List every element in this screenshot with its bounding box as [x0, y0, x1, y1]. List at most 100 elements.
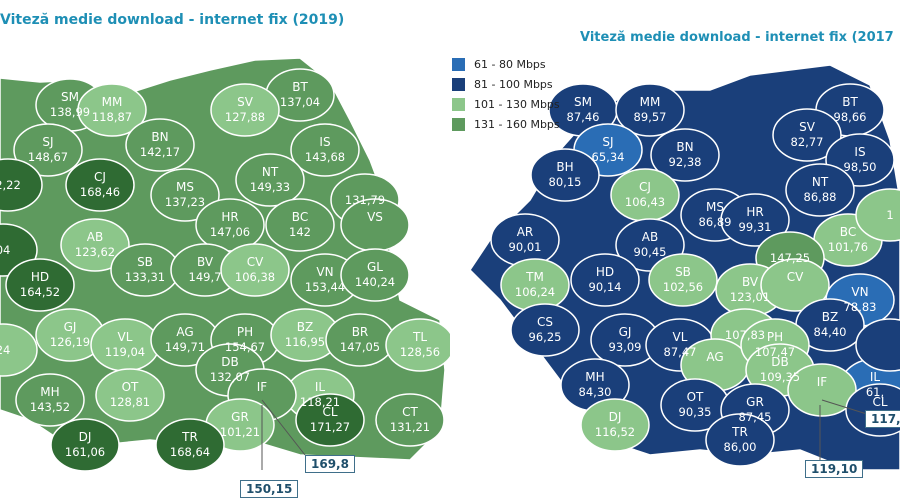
county-value-label: 123,62 — [75, 245, 115, 259]
county-value-label: 2,22 — [0, 178, 21, 192]
legend-item: 131 - 160 Mbps — [452, 114, 560, 134]
county-value-label: 84,40 — [814, 325, 847, 339]
county-code-label: VL — [118, 330, 133, 344]
county-code-label: SV — [799, 120, 816, 134]
county-code-label: BT — [292, 80, 308, 94]
county-code-label: IS — [319, 135, 330, 149]
county-value-label: 1 — [886, 208, 893, 222]
county-region — [265, 198, 335, 252]
county-region — [530, 148, 600, 202]
legend-label: 61 - 80 Mbps — [474, 57, 546, 71]
county-value-label: 149,71 — [165, 340, 205, 354]
county-code-label: CJ — [639, 180, 651, 194]
county-code-label: CJ — [94, 170, 106, 184]
county-code-label: GJ — [619, 325, 632, 339]
county-region — [50, 418, 120, 472]
county-value-label: 128,81 — [110, 395, 150, 409]
county-code-label: VN — [851, 285, 868, 299]
county-value-label: 171,27 — [310, 420, 350, 434]
county-value-label: 90,14 — [589, 280, 622, 294]
county-value-label: 147,05 — [340, 340, 380, 354]
county-value-label: 80,15 — [549, 175, 582, 189]
county-region — [785, 163, 855, 217]
county-value-label: 106,43 — [625, 195, 665, 209]
county-code-label: SV — [237, 95, 254, 109]
county-code-label: BH — [556, 160, 573, 174]
county-value-label: 147,06 — [210, 225, 250, 239]
county-region — [375, 393, 445, 447]
callout-leader — [261, 399, 306, 456]
map-title: Viteză medie download - internet fix (20… — [580, 30, 894, 45]
callout-box: 150,15 — [240, 480, 299, 498]
county-value-label: 116,52 — [595, 425, 635, 439]
county-code-label: CT — [402, 405, 418, 419]
county-code-label: GR — [231, 410, 249, 424]
county-value-label: 93,09 — [609, 340, 642, 354]
county-value-label: 148,67 — [28, 150, 68, 164]
county-region — [510, 303, 580, 357]
county-code-label: GR — [746, 395, 764, 409]
county-value-label: 90,45 — [634, 245, 667, 259]
county-code-label: BN — [676, 140, 693, 154]
county-code-label: AB — [87, 230, 103, 244]
county-code-label: SJ — [42, 135, 53, 149]
county-code-label: IF — [257, 380, 268, 394]
county-code-label: NT — [262, 165, 279, 179]
county-value-label: 86,89 — [699, 215, 732, 229]
callout-box: 119,10 — [805, 460, 864, 478]
county-value-label: 89,57 — [634, 110, 667, 124]
county-region — [760, 258, 830, 312]
county-code-label: VN — [316, 265, 333, 279]
county-value-label: 147,25 — [770, 251, 810, 265]
county-code-label: IL — [870, 370, 881, 384]
county-code-label: HR — [746, 205, 763, 219]
county-value-label: 82,77 — [791, 135, 824, 149]
county-value-label: 142,17 — [140, 145, 180, 159]
county-value-label: 116,95 — [285, 335, 325, 349]
county-value-label: 127,88 — [225, 110, 265, 124]
county-code-label: IL — [315, 380, 326, 394]
map-panel-2017: SM 87,46 MM 89,57 BT 98,66 SV 82,77 SJ 65,34 BN 92,… — [450, 0, 900, 500]
county-region — [65, 158, 135, 212]
county-value-label: 78,83 — [844, 300, 877, 314]
county-region — [155, 418, 225, 472]
legend-label: 81 - 100 Mbps — [474, 77, 553, 91]
county-value-label: 133,31 — [125, 270, 165, 284]
county-region — [77, 83, 147, 137]
county-region — [5, 258, 75, 312]
county-code-label: CL — [322, 405, 337, 419]
legend-swatch — [452, 57, 465, 71]
county-code-label: MM — [102, 95, 123, 109]
callout-leader — [821, 399, 871, 416]
county-value-label: 107,83 — [725, 328, 765, 342]
county-value-label: 106,24 — [515, 285, 555, 299]
county-code-label: HR — [221, 210, 238, 224]
legend-swatch — [452, 117, 465, 131]
county-region — [295, 393, 365, 447]
county-code-label: CS — [537, 315, 553, 329]
county-region — [195, 198, 265, 252]
county-code-label: TR — [731, 425, 748, 439]
county-region — [125, 118, 195, 172]
county-value-label: 131,21 — [390, 420, 430, 434]
county-code-label: TL — [412, 330, 427, 344]
county-code-label: SB — [137, 255, 153, 269]
legend-swatch — [452, 77, 465, 91]
county-code-label: MH — [585, 370, 604, 384]
county-code-label: CV — [787, 270, 804, 284]
county-code-label: AR — [517, 225, 534, 239]
legend-item: 81 - 100 Mbps — [452, 74, 560, 94]
county-region — [580, 398, 650, 452]
county-value-label: 04 — [0, 243, 10, 257]
county-value-label: 168,64 — [170, 445, 210, 459]
county-value-label: 164,52 — [20, 285, 60, 299]
county-code-label: IS — [854, 145, 865, 159]
county-code-label: GL — [367, 260, 383, 274]
county-value-label: 109,35 — [760, 370, 800, 384]
county-value-label: 106,38 — [235, 270, 275, 284]
county-value-label: 107,47 — [755, 345, 795, 359]
county-value-label: 101,76 — [828, 240, 868, 254]
county-code-label: AG — [176, 325, 193, 339]
